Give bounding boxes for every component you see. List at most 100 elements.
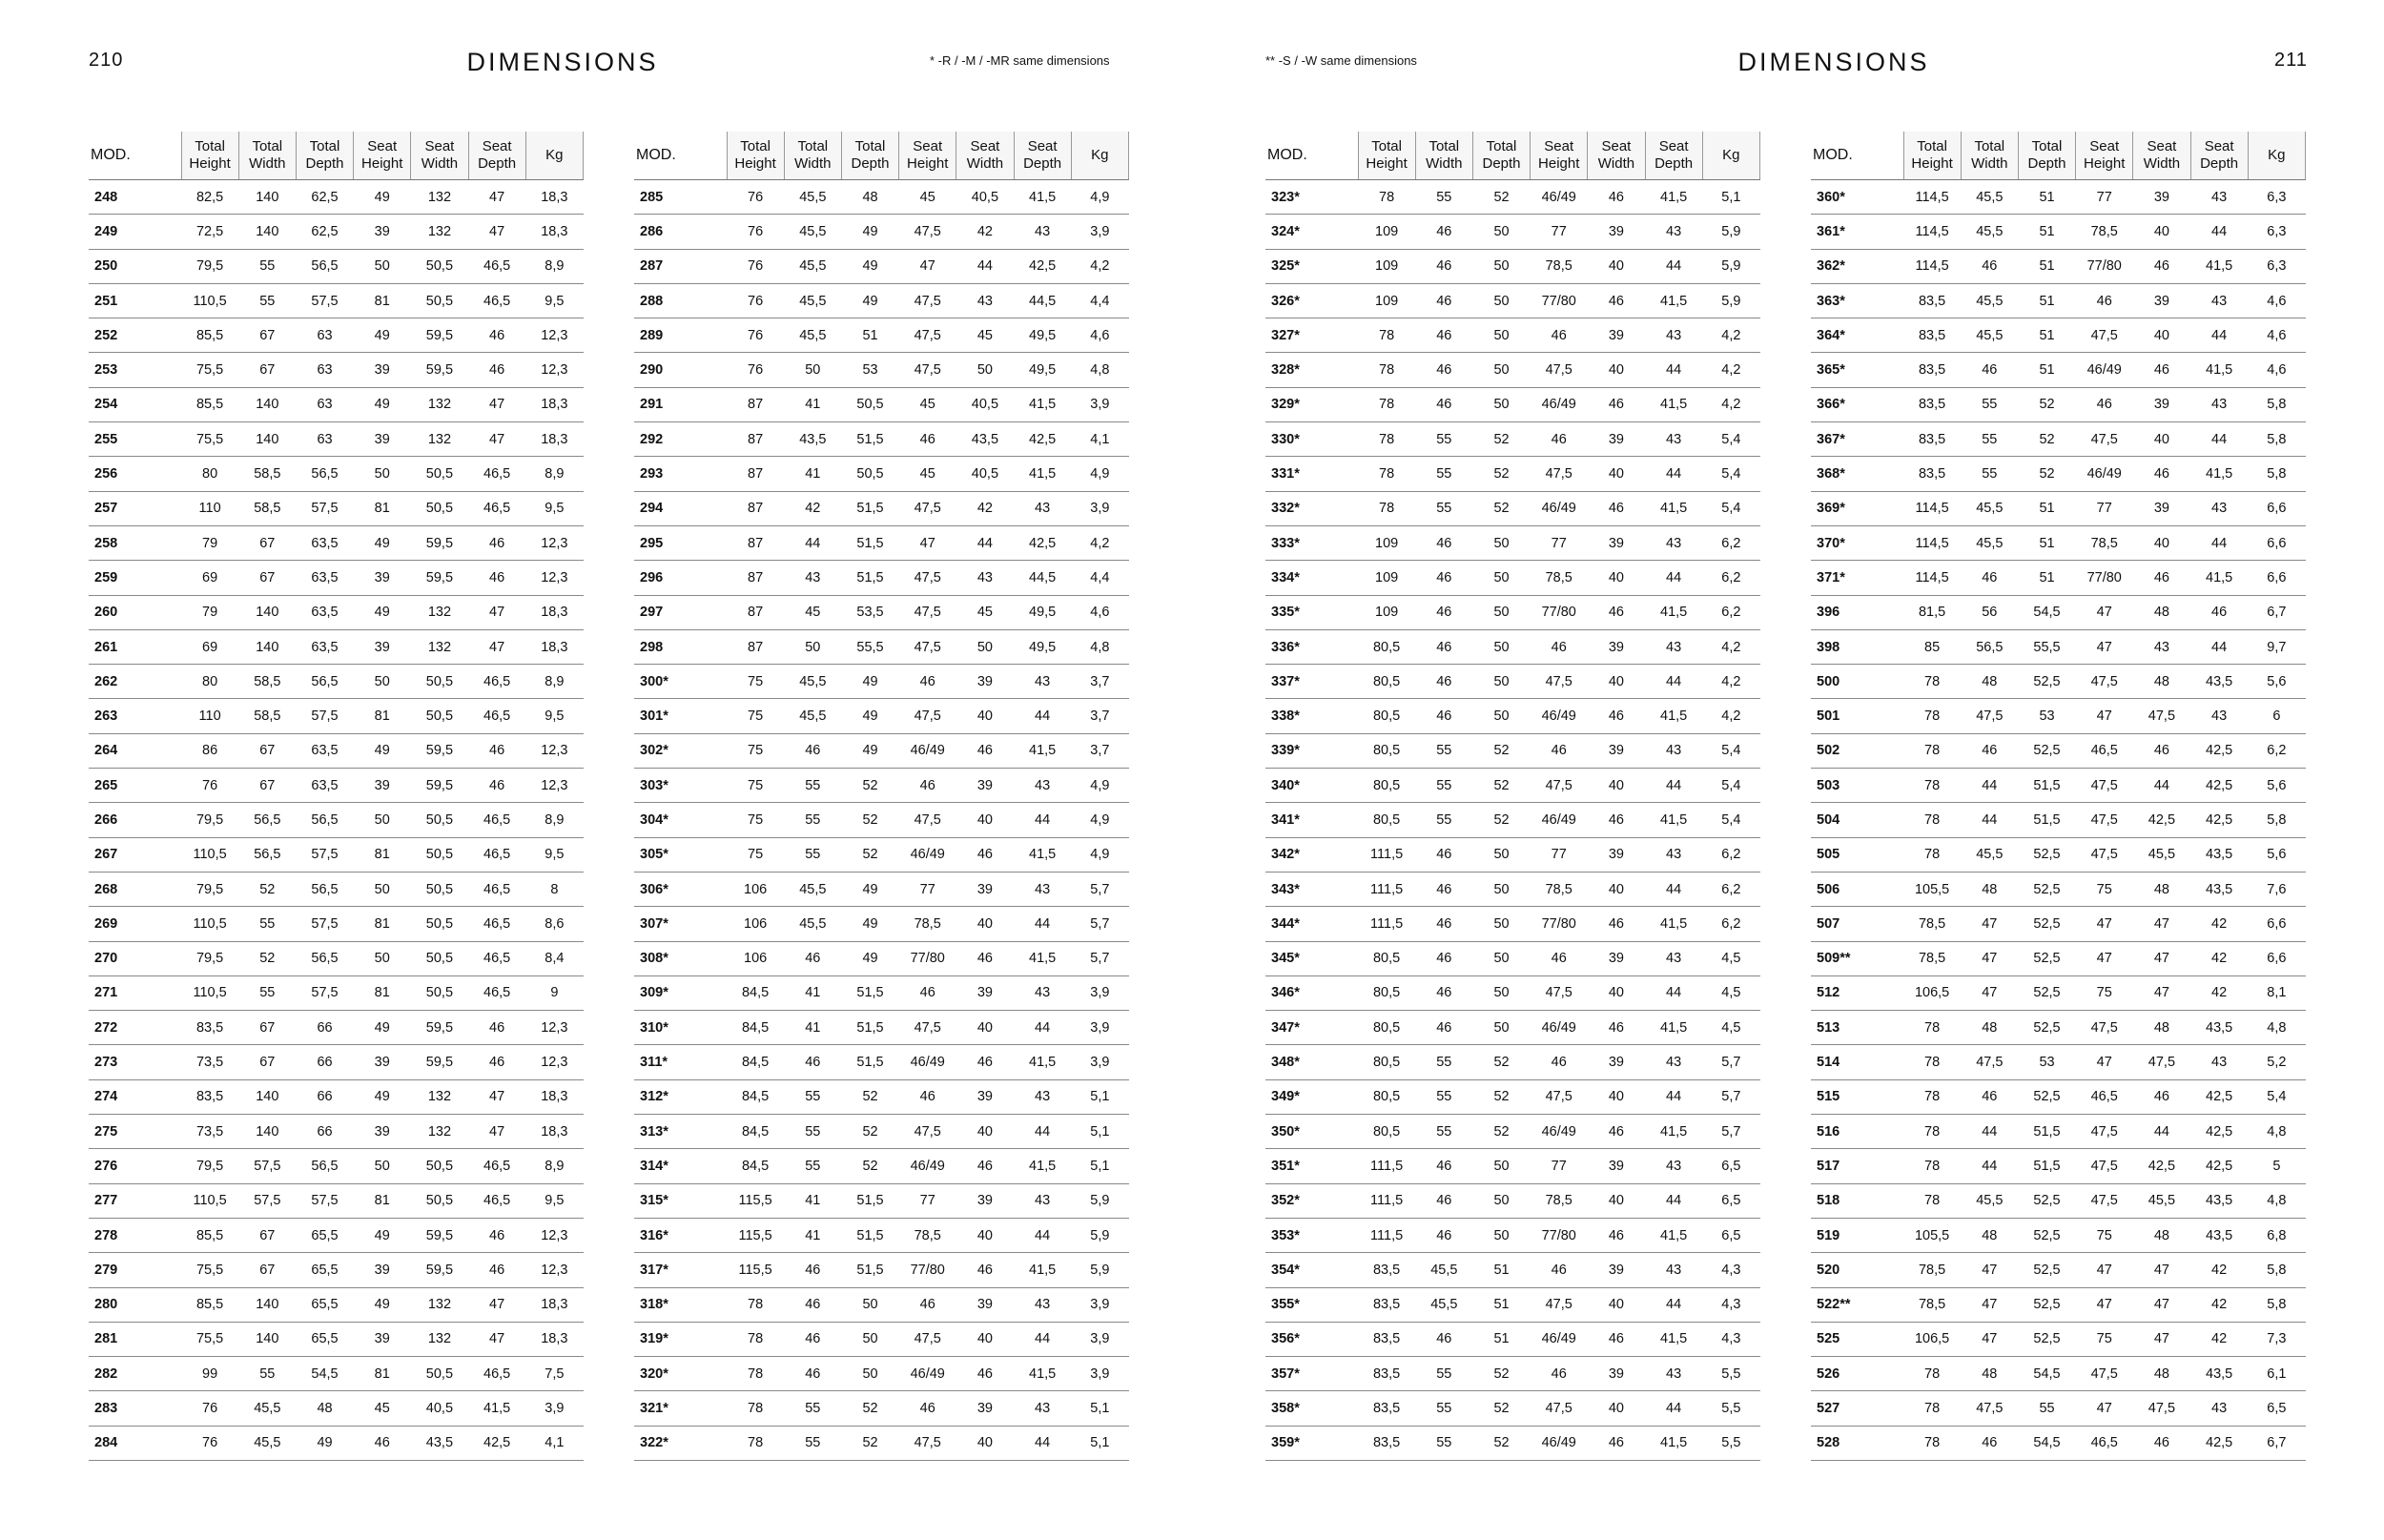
- value-cell: 4,3: [1702, 1287, 1760, 1323]
- value-cell: 6,6: [2248, 491, 2306, 526]
- value-cell: 6,2: [1702, 560, 1760, 596]
- value-cell: 41,5: [1014, 1148, 1072, 1184]
- table-row: 307* 106 45,5 49 78,5 40 44 5,7: [634, 906, 1129, 942]
- table-row: 252 85,5 67 63 49 59,5 46 12,3: [89, 318, 584, 354]
- value-cell: 77/80: [1530, 906, 1588, 942]
- header-row: MOD. Total Height Total Width Total Depth Seat H…: [1265, 132, 1761, 180]
- value-cell: 44: [1645, 975, 1703, 1012]
- value-cell: 5,9: [1071, 1218, 1129, 1254]
- value-cell: 83,5: [1358, 1426, 1416, 1461]
- value-cell: 52: [2018, 387, 2076, 423]
- value-cell: 47: [898, 249, 956, 284]
- value-cell: 40: [1587, 352, 1646, 388]
- value-cell: 5,4: [1702, 802, 1760, 838]
- value-cell: 59,5: [410, 1218, 469, 1254]
- value-cell: 5,9: [1702, 283, 1760, 319]
- value-cell: 52,5: [2018, 1183, 2076, 1219]
- value-cell: 87: [727, 491, 785, 526]
- value-cell: 132: [410, 1322, 469, 1358]
- value-cell: 4,9: [1071, 768, 1129, 804]
- value-cell: 78: [1903, 1183, 1962, 1219]
- column-header: MOD.: [89, 132, 181, 180]
- table-row: 354* 83,5 45,5 51 46 39 43 4,3: [1265, 1252, 1760, 1288]
- value-cell: 76: [727, 283, 785, 319]
- value-cell: 44: [1014, 698, 1072, 734]
- value-cell: 55: [784, 768, 842, 804]
- value-cell: 55: [2018, 1390, 2076, 1427]
- model-cell: 368*: [1811, 456, 1903, 492]
- value-cell: 46: [468, 560, 526, 596]
- value-cell: 41,5: [2190, 456, 2249, 492]
- value-cell: 52: [841, 768, 899, 804]
- value-cell: 45,5: [784, 664, 842, 700]
- value-cell: 6,2: [1702, 872, 1760, 908]
- value-cell: 8,9: [525, 456, 584, 492]
- table-row: 254 85,5 140 63 49 132 47 18,3: [89, 387, 584, 423]
- value-cell: 56: [1961, 595, 2019, 630]
- value-cell: 47,5: [1530, 352, 1588, 388]
- model-cell: 356*: [1265, 1322, 1358, 1358]
- value-cell: 46: [1530, 421, 1588, 458]
- value-cell: 106: [727, 872, 785, 908]
- value-cell: 45,5: [784, 179, 842, 216]
- value-cell: 55: [1415, 733, 1473, 770]
- value-cell: 105,5: [1903, 872, 1962, 908]
- model-cell: 289: [634, 318, 727, 354]
- value-cell: 12,3: [525, 768, 584, 804]
- value-cell: 78: [1903, 664, 1962, 700]
- value-cell: 39: [2132, 491, 2191, 526]
- model-cell: 324*: [1265, 214, 1358, 250]
- model-cell: 351*: [1265, 1148, 1358, 1184]
- value-cell: 83,5: [1903, 352, 1962, 388]
- table-row: 359* 83,5 55 52 46/49 46 41,5 5,5: [1265, 1426, 1760, 1461]
- value-cell: 50,5: [410, 1356, 469, 1392]
- value-cell: 46: [784, 1287, 842, 1323]
- value-cell: 54,5: [2018, 1426, 2076, 1461]
- value-cell: 50: [1472, 906, 1531, 942]
- value-cell: 6,1: [2248, 1356, 2306, 1392]
- value-cell: 78,5: [2075, 214, 2133, 250]
- value-cell: 132: [410, 1079, 469, 1116]
- value-cell: 114,5: [1903, 560, 1962, 596]
- value-cell: 6,8: [2248, 1218, 2306, 1254]
- value-cell: 43: [1645, 1148, 1703, 1184]
- table-row: 509** 78,5 47 52,5 47 47 42 6,6: [1811, 941, 2306, 976]
- value-cell: 4,2: [1702, 698, 1760, 734]
- value-cell: 47: [2075, 906, 2133, 942]
- model-cell: 340*: [1265, 768, 1358, 804]
- value-cell: 52: [2018, 456, 2076, 492]
- value-cell: 56,5: [1961, 629, 2019, 666]
- column-header: Seat Depth: [1644, 132, 1703, 180]
- value-cell: 41: [784, 1218, 842, 1254]
- value-cell: 9,5: [525, 1183, 584, 1219]
- value-cell: 46: [956, 837, 1015, 873]
- table-row: 350* 80,5 55 52 46/49 46 41,5 5,7: [1265, 1114, 1760, 1150]
- table-row: 341* 80,5 55 52 46/49 46 41,5 5,4: [1265, 802, 1760, 838]
- value-cell: 46/49: [898, 1044, 956, 1080]
- value-cell: 43: [1014, 1183, 1072, 1219]
- value-cell: 46/49: [1530, 698, 1588, 734]
- value-cell: 41,5: [1645, 802, 1703, 838]
- table-row: 310* 84,5 41 51,5 47,5 40 44 3,9: [634, 1010, 1129, 1046]
- value-cell: 47,5: [1530, 456, 1588, 492]
- value-cell: 78: [1903, 768, 1962, 804]
- table-row: 526 78 48 54,5 47,5 48 43,5 6,1: [1811, 1356, 2306, 1392]
- column-header: Total Width: [237, 132, 297, 180]
- value-cell: 52: [2018, 421, 2076, 458]
- column-header: Total Width: [783, 132, 842, 180]
- value-cell: 75: [2075, 975, 2133, 1012]
- value-cell: 56,5: [238, 802, 297, 838]
- value-cell: 3,9: [1071, 387, 1129, 423]
- value-cell: 43: [1645, 733, 1703, 770]
- value-cell: 5,4: [1702, 768, 1760, 804]
- table-row: 352* 111,5 46 50 78,5 40 44 6,5: [1265, 1183, 1760, 1219]
- value-cell: 44: [1645, 872, 1703, 908]
- value-cell: 46: [2132, 352, 2191, 388]
- value-cell: 47: [468, 214, 526, 250]
- value-cell: 99: [181, 1356, 239, 1392]
- table-row: 256 80 58,5 56,5 50 50,5 46,5 8,9: [89, 456, 584, 492]
- table-row: 335* 109 46 50 77/80 46 41,5 6,2: [1265, 595, 1760, 630]
- value-cell: 46,5: [468, 975, 526, 1012]
- value-cell: 55: [1415, 421, 1473, 458]
- value-cell: 4,3: [1702, 1322, 1760, 1358]
